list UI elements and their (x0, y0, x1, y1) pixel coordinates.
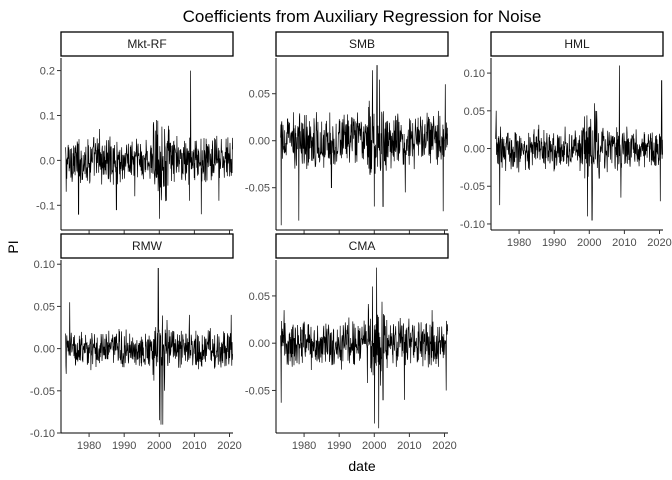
y-tick-label: 0.10 (34, 259, 55, 271)
strip-mkt-rf (60, 31, 234, 57)
x-tick-label: 2000 (147, 440, 171, 452)
y-tick-label: 0.00 (34, 344, 55, 356)
series-line-rmw (65, 268, 233, 425)
y-axis-label: PI (5, 240, 21, 253)
y-tick-label: -0.10 (30, 428, 55, 440)
y-tick-label: 0.0 (40, 155, 55, 167)
facet-smb: SMB -0.05 0.00 0.05 (245, 31, 449, 234)
y-tick-label: -0.05 (30, 386, 55, 398)
y-tick-label: -0.05 (245, 183, 270, 195)
x-axis-label: date (348, 458, 375, 474)
y-tick-label: 0.05 (249, 291, 270, 303)
x-tick-label: 2020 (217, 440, 241, 452)
x-tick-label: 2020 (432, 440, 456, 452)
facet-mkt-rf: Mkt-RF -0.1 0.0 0.1 0.2 (36, 31, 234, 234)
strip-label: CMA (349, 239, 376, 253)
x-tick-label: 2010 (612, 237, 636, 249)
y-tick-label: -0.05 (245, 385, 270, 397)
strip-label: Mkt-RF (127, 37, 166, 51)
facet-panels: Mkt-RF -0.1 0.0 0.1 0.2 SMB -0.05 0.00 0.05 HML -0… (30, 31, 672, 452)
y-tick-label: -0.10 (460, 219, 485, 231)
y-tick-label: 0.10 (464, 68, 485, 80)
strip-label: RMW (132, 239, 163, 253)
y-tick-label: 0.00 (464, 144, 485, 156)
y-tick-label: 0.1 (40, 110, 55, 122)
y-tick-label: 0.00 (249, 136, 270, 148)
y-tick-label: 0.05 (249, 89, 270, 101)
series-line-smb (280, 65, 448, 226)
y-tick-label: 0.2 (40, 66, 55, 78)
x-tick-label: 1980 (292, 440, 316, 452)
facet-cma: CMA -0.05 0.00 0.05 1980 1990 2000 2010 2020 (245, 233, 457, 452)
y-tick-label: -0.05 (460, 181, 485, 193)
facet-rmw: RMW -0.10 -0.05 0.00 0.05 0.10 1980 1990 2000 201… (30, 233, 242, 452)
strip-smb (275, 31, 449, 57)
series-line-hml (495, 65, 663, 221)
strip-rmw (60, 233, 234, 259)
x-tick-label: 2020 (647, 237, 671, 249)
y-tick-label: 0.00 (249, 338, 270, 350)
y-tick-label: 0.05 (464, 106, 485, 118)
series-line-cma (280, 267, 448, 429)
x-tick-label: 2010 (182, 440, 206, 452)
x-tick-label: 1990 (112, 440, 136, 452)
x-tick-label: 2010 (397, 440, 421, 452)
strip-hml (490, 31, 664, 57)
series-line-mkt-rf (65, 70, 233, 219)
x-tick-label: 2000 (362, 440, 386, 452)
y-tick-label: -0.1 (36, 200, 55, 212)
strip-label: SMB (349, 37, 375, 51)
y-tick-label: 0.05 (34, 301, 55, 313)
chart-title: Coefficients from Auxiliary Regression f… (183, 7, 542, 26)
facet-hml: HML -0.10 -0.05 0.00 0.05 0.10 1980 1990 2000 201… (460, 31, 672, 249)
x-tick-label: 1990 (327, 440, 351, 452)
strip-cma (275, 233, 449, 259)
x-tick-label: 2000 (577, 237, 601, 249)
x-tick-label: 1980 (77, 440, 101, 452)
x-tick-label: 1980 (507, 237, 531, 249)
x-tick-label: 1990 (542, 237, 566, 249)
strip-label: HML (564, 37, 590, 51)
